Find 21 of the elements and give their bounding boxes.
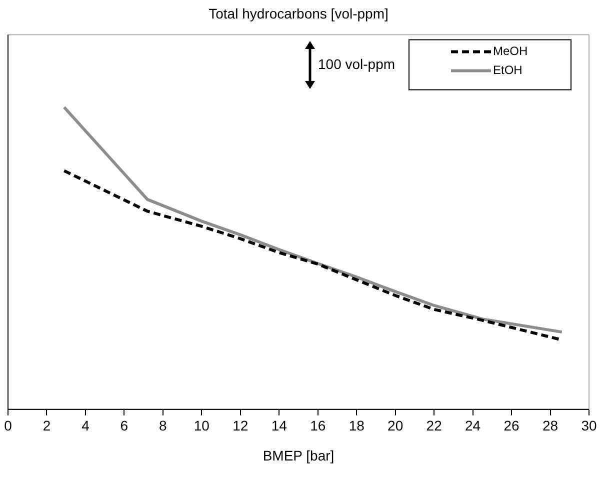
x-tick-label: 14 (271, 418, 288, 434)
text: 100 vol-ppm (318, 56, 396, 72)
x-tick-label: 20 (388, 418, 404, 434)
x-axis-title: BMEP [bar] (262, 447, 334, 464)
x-tick-label: 0 (4, 418, 12, 434)
x-tick-label: 30 (581, 418, 597, 434)
x-tick-label: 12 (232, 418, 248, 434)
x-tick-label: 4 (82, 418, 90, 434)
x-tick-label: 22 (426, 418, 442, 434)
x-tick-label: 26 (504, 418, 520, 434)
x-tick-label: 2 (42, 418, 51, 434)
x-tick-label: 16 (310, 418, 326, 434)
x-tick-label: 24 (465, 418, 481, 434)
legend-label: EtOH (493, 63, 522, 78)
legend-label: MeOH (493, 44, 528, 58)
x-tick-label: 18 (348, 418, 365, 434)
x-tick-label: 6 (120, 418, 128, 434)
x-tick-label: 28 (542, 418, 558, 434)
x-tick-label: 8 (159, 418, 168, 434)
chart-title: Total hydrocarbons [vol-ppm] (208, 5, 388, 22)
x-tick-label: 10 (194, 418, 210, 434)
